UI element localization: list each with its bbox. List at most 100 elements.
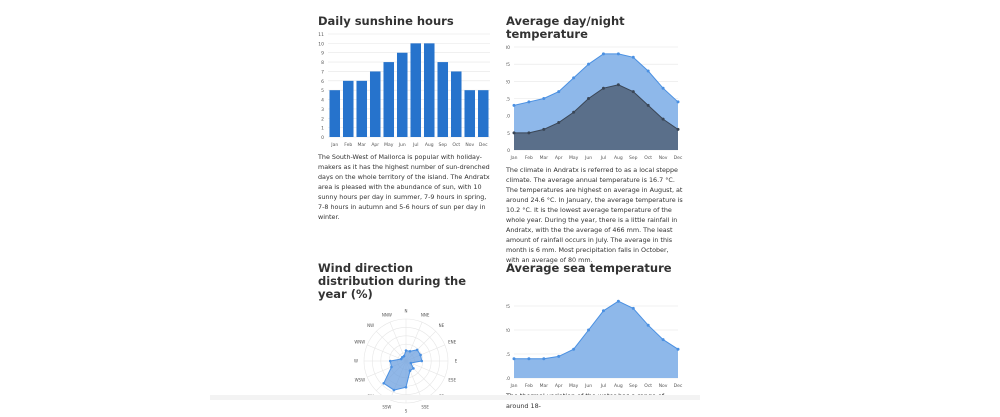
radar-label-wnw: WNW [354, 339, 365, 344]
night-area [514, 84, 678, 150]
x-tick-label: Jun [398, 142, 406, 148]
y-tick-label: 20 [506, 79, 510, 85]
wind-point [412, 367, 415, 370]
y-tick-label: 20 [506, 328, 510, 334]
sea-point [616, 299, 620, 303]
day-point [542, 97, 546, 100]
y-tick-label: 3 [321, 107, 324, 113]
radar-label-sse: SSE [421, 405, 429, 410]
x-tick-label: Sep [439, 142, 448, 148]
sea-chart: 10 15 20 25 Jan Feb Mar Apr May Jun Jul Aug Sep Oct No… [506, 299, 683, 389]
radar-label-e: E [455, 359, 458, 364]
sea-card: Average sea temperature 10 15 20 25 Jan Feb Ma… [506, 262, 684, 411]
day-point [601, 52, 605, 56]
night-point [646, 103, 650, 107]
temperature-text: The climate in Andratx is referred to as… [506, 166, 683, 264]
y-tick-label: 11 [318, 32, 324, 38]
x-tick-label: Jan [510, 155, 518, 161]
x-tick-label: Jul [600, 155, 606, 161]
sea-point [601, 309, 605, 313]
night-point [601, 86, 605, 90]
y-tick-label: 2 [321, 116, 324, 122]
x-tick-label: Apr [371, 142, 379, 148]
y-tick-label: 5 [507, 131, 510, 137]
x-tick-label: Apr [555, 383, 563, 389]
x-tick-label: Dec [674, 383, 683, 389]
wind-chart: NNNENEENEEESESESSESSSWSWWSWWWNWNWNNW [354, 309, 458, 414]
radar-label-s: S [405, 409, 408, 414]
bar-oct [450, 71, 462, 137]
radar-label-ne: NE [439, 323, 445, 328]
x-tick-label: Feb [344, 142, 352, 148]
radar-label-nw: NW [367, 323, 374, 328]
radar-spoke [367, 344, 407, 362]
x-tick-label: Feb [525, 155, 533, 161]
bar-jul [410, 43, 422, 138]
radar-spoke [376, 331, 407, 362]
x-tick-label: Aug [425, 142, 434, 148]
wind-point [408, 349, 412, 353]
bar-dec [477, 90, 489, 137]
radar-label-ese: ESE [448, 378, 456, 383]
y-tick-label: 30 [506, 45, 510, 51]
wind-card: Wind direction distribution during the y… [318, 262, 493, 417]
bar-jan [329, 90, 341, 137]
sea-line [514, 300, 679, 360]
bar-may [383, 62, 395, 137]
bottom-fade [210, 395, 700, 400]
temperature-title: Average day/night temperature [506, 14, 625, 41]
wind-point [382, 381, 386, 385]
x-tick-label: May [569, 383, 579, 389]
x-tick-label: Oct [644, 383, 652, 389]
y-tick-label: 10 [506, 114, 510, 120]
x-tick-label: Nov [659, 383, 668, 389]
radar-label-w: W [354, 359, 358, 364]
y-tick-label: 10 [318, 41, 324, 47]
sea-point [646, 323, 650, 327]
x-tick-label: Apr [555, 155, 563, 161]
x-tick-label: Dec [479, 142, 488, 148]
x-tick-label: Jun [584, 155, 592, 161]
bar-sep [437, 62, 449, 137]
sunshine-chart: 0 1 2 3 4 5 6 7 8 9 10 11 Jan Feb Mar Apr May Jun Jul Aug Se… [318, 32, 490, 148]
night-point [587, 97, 591, 100]
x-tick-label: Dec [674, 155, 683, 161]
sea-point [631, 306, 635, 310]
y-tick-label: 8 [321, 60, 324, 66]
night-point [572, 110, 576, 114]
night-point [631, 90, 635, 94]
x-tick-label: Nov [659, 155, 668, 161]
x-tick-label: Jul [600, 383, 606, 389]
wind-point [408, 369, 412, 373]
x-tick-label: Mar [540, 155, 549, 161]
wind-point [409, 361, 413, 365]
sea-point [587, 328, 591, 332]
sea-point [512, 357, 516, 361]
sunshine-text: The South-West of Mallorca is popular wi… [318, 153, 490, 221]
sea-area [514, 301, 678, 378]
day-point [631, 55, 635, 59]
y-tick-label: 25 [506, 304, 510, 310]
x-tick-label: Mar [358, 142, 367, 148]
day-line [513, 53, 679, 106]
x-tick-label: Aug [614, 155, 623, 161]
x-tick-label: Sep [629, 155, 638, 161]
y-tick-label: 6 [321, 79, 324, 85]
bar-feb [342, 80, 354, 137]
y-tick-label: 10 [506, 376, 510, 382]
sea-point [542, 357, 546, 361]
radar-label-n: N [405, 309, 408, 314]
wind-point [392, 388, 396, 392]
night-point [527, 131, 531, 135]
day-point [572, 76, 576, 80]
radar-spoke [389, 322, 407, 362]
x-tick-label: Feb [525, 383, 533, 389]
y-tick-label: 5 [321, 88, 324, 94]
bar-jun [396, 52, 408, 137]
y-tick-label: 7 [321, 69, 324, 75]
radar-label-nne: NNE [421, 312, 430, 317]
y-tick-label: 1 [321, 126, 324, 132]
night-point [557, 121, 561, 125]
temperature-card: Average day/night temperature 0 5 10 15 20 25… [506, 15, 684, 265]
night-point [616, 83, 620, 87]
